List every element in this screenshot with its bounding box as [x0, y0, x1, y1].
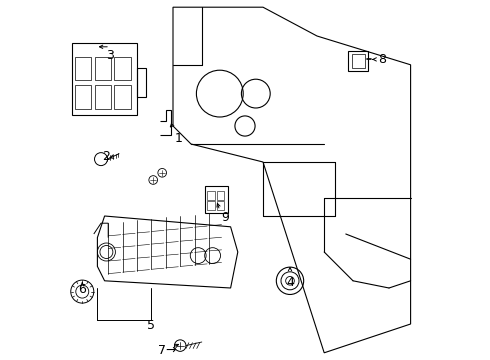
Text: 1: 1: [174, 132, 182, 145]
Text: 6: 6: [78, 283, 86, 296]
Text: 9: 9: [221, 211, 229, 224]
Text: 2: 2: [102, 150, 110, 163]
Text: 3: 3: [106, 49, 114, 62]
Text: 7→: 7→: [158, 345, 177, 357]
Text: 4: 4: [286, 276, 294, 289]
Text: 8: 8: [378, 53, 386, 66]
Text: 5: 5: [147, 319, 155, 332]
